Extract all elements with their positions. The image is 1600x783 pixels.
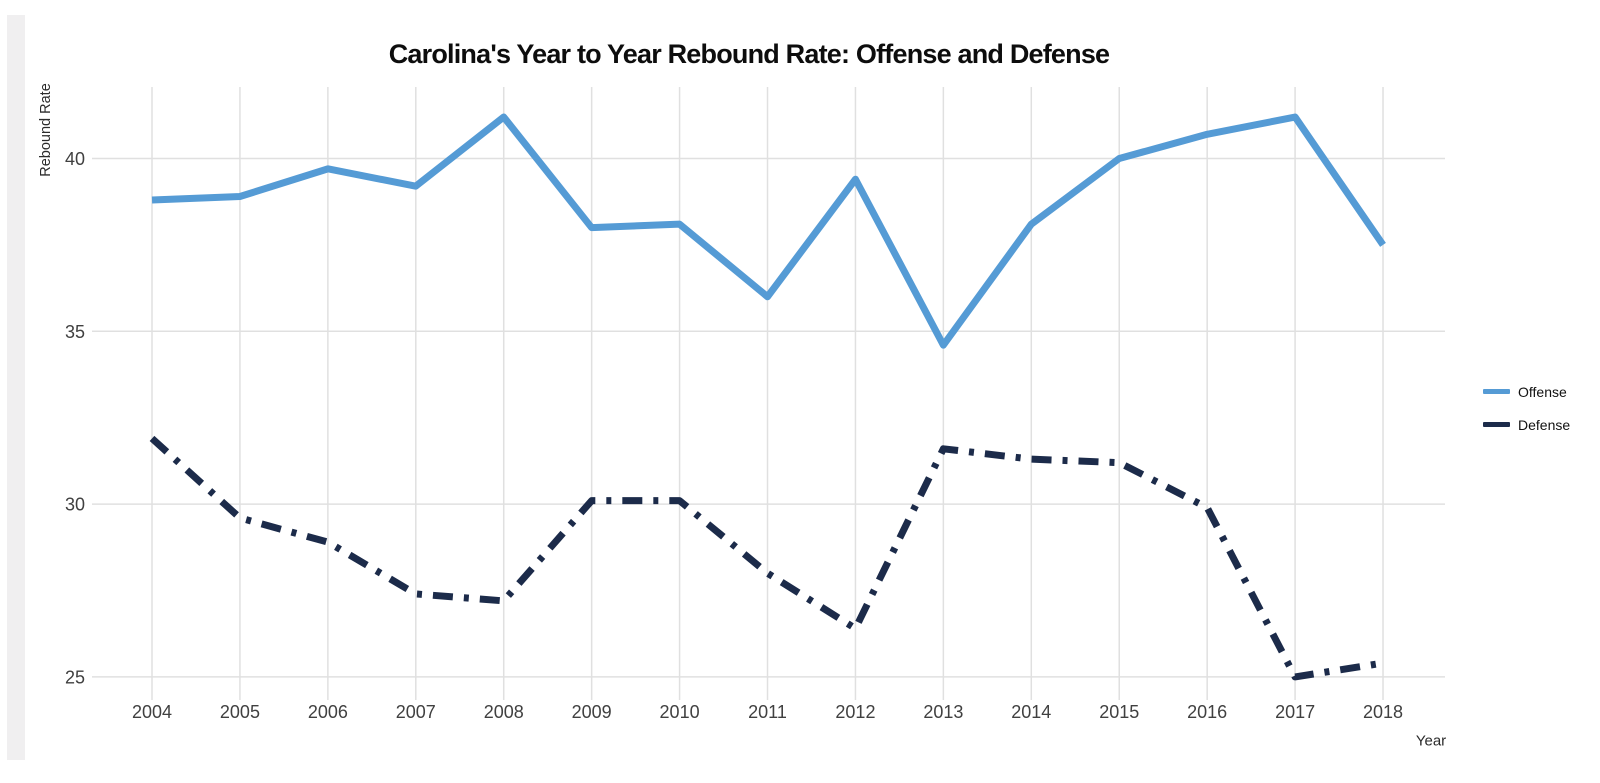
legend-item-defense[interactable]: Defense bbox=[1483, 408, 1570, 441]
x-tick-label-2015: 2015 bbox=[1099, 702, 1139, 722]
offense-line-swatch bbox=[1483, 389, 1510, 394]
x-tick-label-2014: 2014 bbox=[1011, 702, 1051, 722]
x-tick-label-2010: 2010 bbox=[660, 702, 700, 722]
x-tick-label-2008: 2008 bbox=[484, 702, 524, 722]
x-tick-label-2013: 2013 bbox=[923, 702, 963, 722]
y-tick-label-25: 25 bbox=[65, 667, 85, 687]
legend-label-defense: Defense bbox=[1518, 416, 1571, 433]
defense-series-line bbox=[149, 435, 1384, 681]
x-tick-label-2009: 2009 bbox=[572, 702, 612, 722]
x-tick-label-2007: 2007 bbox=[396, 702, 436, 722]
vertical-gridlines bbox=[151, 87, 1384, 700]
x-tick-label-2012: 2012 bbox=[835, 702, 875, 722]
x-tick-label-2011: 2011 bbox=[748, 702, 787, 722]
x-tick-label-2006: 2006 bbox=[308, 702, 348, 722]
y-tick-labels: 25 30 35 40 bbox=[65, 149, 85, 687]
offense-series-line bbox=[151, 113, 1386, 349]
x-tick-labels: 2004 2005 2006 2007 2008 2009 2010 2011 2012 2013… bbox=[132, 702, 1403, 722]
legend-label-offense: Offense bbox=[1518, 383, 1567, 400]
x-tick-label-2016: 2016 bbox=[1187, 702, 1227, 722]
x-tick-label-2004: 2004 bbox=[132, 702, 172, 722]
x-tick-label-2018: 2018 bbox=[1363, 702, 1403, 722]
x-axis-title: Year bbox=[1415, 732, 1447, 750]
horizontal-gridlines bbox=[92, 157, 1445, 678]
legend: Offense Defense bbox=[1483, 375, 1570, 441]
chart-title: Carolina's Year to Year Rebound Rate: Of… bbox=[388, 39, 1110, 69]
y-tick-label-35: 35 bbox=[65, 322, 85, 342]
y-tick-label-30: 30 bbox=[65, 495, 85, 515]
y-tick-label-40: 40 bbox=[65, 149, 85, 169]
x-tick-label-2005: 2005 bbox=[220, 702, 260, 722]
x-tick-label-2017: 2017 bbox=[1275, 702, 1315, 722]
defense-line-swatch bbox=[1483, 422, 1510, 427]
legend-item-offense[interactable]: Offense bbox=[1483, 375, 1570, 408]
page-edge-strip bbox=[7, 15, 25, 760]
